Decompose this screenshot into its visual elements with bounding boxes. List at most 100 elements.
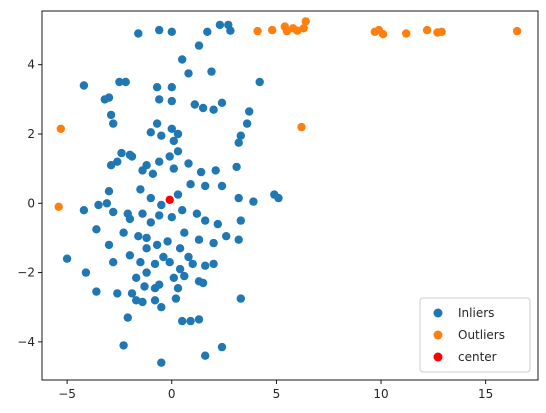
inliers-point-133 bbox=[217, 342, 227, 352]
y-tick-label-4: 4 bbox=[27, 58, 35, 72]
inliers-point-18 bbox=[255, 77, 264, 87]
inliers-point-67 bbox=[94, 200, 103, 210]
inliers-point-95 bbox=[184, 252, 193, 262]
inliers-point-28 bbox=[167, 124, 176, 133]
inliers-point-1 bbox=[155, 25, 164, 35]
inliers-point-20 bbox=[167, 96, 176, 106]
inliers-point-90 bbox=[209, 238, 218, 248]
inliers-point-125 bbox=[123, 313, 132, 322]
inliers-point-107 bbox=[132, 273, 141, 282]
y-tick-label-1: −2 bbox=[17, 266, 35, 280]
y-tick-label-3: 2 bbox=[27, 127, 35, 141]
inliers-point-60 bbox=[201, 181, 210, 191]
inliers-point-72 bbox=[146, 218, 155, 227]
inliers-point-87 bbox=[163, 237, 172, 246]
y-tick-label-0: −4 bbox=[17, 335, 35, 349]
inliers-point-17 bbox=[167, 83, 176, 92]
inliers-point-105 bbox=[201, 261, 210, 270]
inliers-point-108 bbox=[142, 268, 151, 277]
inliers-point-91 bbox=[104, 240, 114, 250]
inliers-point-6 bbox=[226, 26, 235, 35]
inliers-point-77 bbox=[201, 216, 210, 225]
outliers-point-4 bbox=[268, 25, 277, 35]
inliers-point-36 bbox=[234, 138, 243, 147]
x-tick-label-2: 5 bbox=[273, 387, 281, 401]
outliers-point-10 bbox=[301, 17, 310, 26]
inliers-point-83 bbox=[119, 228, 128, 237]
inliers-point-118 bbox=[150, 284, 160, 293]
legend-label-center: center bbox=[458, 350, 497, 364]
outliers-point-18 bbox=[512, 26, 522, 36]
inliers-point-26 bbox=[109, 119, 118, 128]
inliers-point-0 bbox=[134, 29, 143, 38]
inliers-point-47 bbox=[173, 147, 183, 156]
inliers-point-129 bbox=[194, 315, 204, 324]
inliers-point-51 bbox=[211, 166, 220, 175]
inliers-point-88 bbox=[180, 228, 189, 237]
inliers-point-81 bbox=[234, 235, 243, 244]
inliers-point-80 bbox=[236, 216, 245, 225]
inliers-point-102 bbox=[165, 258, 174, 267]
inliers-point-106 bbox=[209, 259, 218, 269]
outliers-point-2 bbox=[297, 122, 306, 132]
inliers-point-13 bbox=[104, 93, 114, 102]
inliers-point-65 bbox=[274, 193, 283, 203]
inliers-point-86 bbox=[152, 240, 162, 250]
inliers-point-33 bbox=[236, 131, 245, 140]
inliers-point-120 bbox=[132, 296, 141, 305]
outliers-point-3 bbox=[253, 26, 262, 36]
inliers-point-49 bbox=[184, 159, 193, 168]
center-point-0 bbox=[165, 195, 174, 204]
outliers-point-14 bbox=[402, 29, 411, 38]
inliers-point-121 bbox=[138, 297, 147, 307]
inliers-point-23 bbox=[217, 98, 227, 108]
inliers-point-128 bbox=[186, 316, 195, 326]
inliers-point-94 bbox=[175, 244, 185, 253]
inliers-point-55 bbox=[136, 185, 145, 194]
inliers-point-22 bbox=[198, 103, 208, 113]
y-tick-label-2: 0 bbox=[27, 196, 35, 210]
points-layer bbox=[54, 17, 522, 367]
legend: Inliers Outliers center bbox=[419, 297, 531, 373]
inliers-point-52 bbox=[232, 162, 241, 172]
inliers-point-15 bbox=[121, 77, 130, 87]
inliers-point-93 bbox=[159, 252, 168, 262]
inliers-point-122 bbox=[150, 296, 160, 305]
inliers-point-75 bbox=[178, 206, 187, 215]
inliers-point-99 bbox=[125, 251, 135, 260]
inliers-point-57 bbox=[157, 200, 166, 210]
inliers-point-48 bbox=[169, 164, 178, 173]
inliers-point-30 bbox=[173, 129, 183, 139]
inliers-point-115 bbox=[113, 289, 122, 298]
inliers-point-117 bbox=[140, 282, 149, 291]
inliers-point-68 bbox=[109, 207, 118, 217]
inliers-point-45 bbox=[155, 157, 164, 166]
outliers-point-15 bbox=[422, 25, 432, 35]
inliers-point-110 bbox=[169, 273, 178, 282]
inliers-point-25 bbox=[106, 110, 116, 120]
inliers-point-34 bbox=[242, 119, 252, 128]
inliers-point-62 bbox=[234, 193, 243, 203]
inliers-point-2 bbox=[167, 27, 176, 36]
inliers-point-85 bbox=[142, 233, 151, 243]
inliers-point-111 bbox=[180, 271, 189, 281]
inliers-point-46 bbox=[165, 152, 174, 161]
inliers-point-38 bbox=[117, 148, 126, 158]
inliers-point-10 bbox=[207, 67, 216, 76]
series-outliers bbox=[54, 17, 522, 211]
inliers-point-74 bbox=[167, 213, 176, 222]
inliers-point-130 bbox=[119, 341, 128, 350]
inliers-point-21 bbox=[190, 100, 199, 109]
outliers-point-1 bbox=[54, 202, 63, 211]
inliers-point-127 bbox=[178, 316, 187, 326]
inliers-point-24 bbox=[209, 105, 218, 114]
inliers-point-29 bbox=[146, 128, 155, 137]
axes-frame bbox=[41, 10, 539, 381]
inliers-point-59 bbox=[186, 180, 195, 189]
ticks-layer: −5 0 5 10 15 −4 −2 0 2 4 bbox=[17, 58, 493, 401]
outliers-point-8 bbox=[293, 26, 302, 35]
inliers-point-100 bbox=[136, 258, 145, 267]
inliers-point-89 bbox=[194, 235, 204, 244]
series-center bbox=[165, 195, 174, 204]
